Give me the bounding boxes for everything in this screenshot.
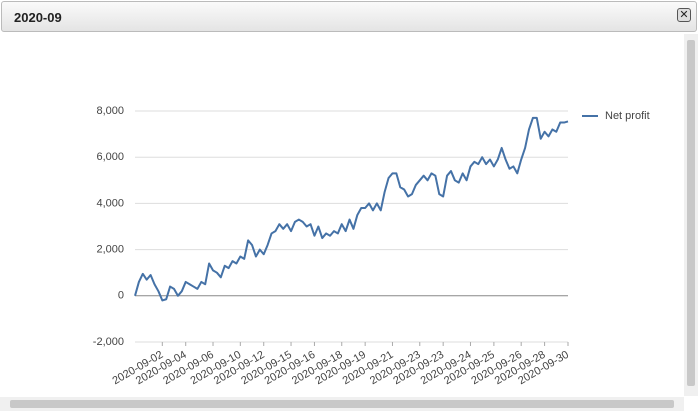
close-button[interactable]: ✕ xyxy=(677,8,691,22)
y-tick-label: 2,000 xyxy=(96,244,124,256)
chart: -2,00002,0004,0006,0008,0002020-09-02202… xyxy=(93,105,650,387)
y-tick-label: -2,000 xyxy=(93,336,124,348)
window-title: 2020-09 xyxy=(14,10,62,25)
title-bar: 2020-09 xyxy=(1,1,697,32)
legend-label: Net profit xyxy=(605,110,650,122)
line-series xyxy=(134,116,569,302)
horizontal-scrollbar[interactable] xyxy=(0,397,684,411)
y-tick-label: 6,000 xyxy=(96,151,124,163)
y-tick-label: 8,000 xyxy=(96,105,124,117)
vertical-scrollbar[interactable] xyxy=(684,34,698,396)
y-tick-label: 4,000 xyxy=(96,197,124,209)
y-tick-label: 0 xyxy=(118,290,124,302)
